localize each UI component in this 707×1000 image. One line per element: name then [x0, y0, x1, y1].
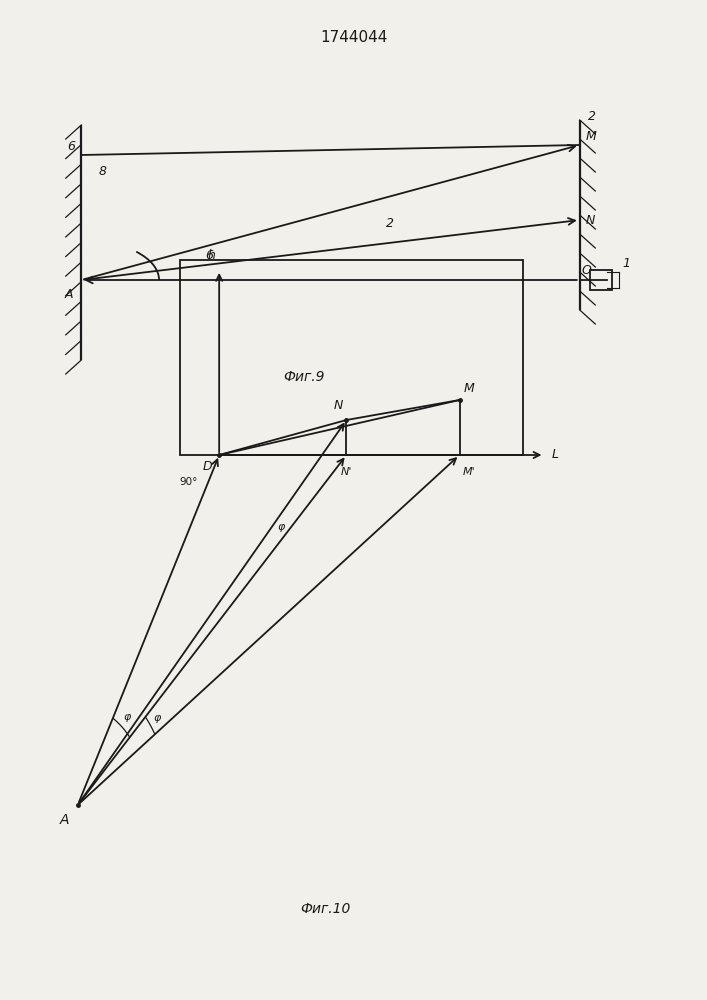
Text: 90°: 90°	[180, 477, 198, 487]
Text: 6: 6	[68, 140, 76, 153]
Text: L: L	[551, 448, 559, 462]
Text: 1: 1	[622, 257, 630, 270]
Text: N: N	[334, 399, 343, 412]
Text: M: M	[585, 130, 596, 143]
Text: φ: φ	[124, 712, 131, 722]
Text: N: N	[585, 214, 595, 227]
Text: h: h	[208, 249, 216, 262]
Text: M': M'	[463, 467, 476, 477]
Text: 1744044: 1744044	[320, 30, 387, 45]
Bar	[180, 260, 523, 455]
Text: O: O	[581, 264, 591, 277]
Text: 8: 8	[99, 165, 107, 178]
Text: D: D	[202, 460, 212, 473]
Text: 2: 2	[588, 110, 596, 123]
Text: A: A	[60, 813, 69, 827]
Text: Фиг.10: Фиг.10	[300, 902, 351, 916]
Text: A: A	[64, 288, 73, 301]
Text: Фиг.9: Фиг.9	[284, 370, 325, 384]
Text: φ: φ	[277, 522, 285, 532]
Text: 2: 2	[386, 217, 394, 230]
Text: φ: φ	[153, 713, 160, 723]
Text: 6: 6	[205, 249, 213, 262]
Text: N': N'	[341, 467, 352, 477]
Text: M: M	[464, 382, 474, 395]
